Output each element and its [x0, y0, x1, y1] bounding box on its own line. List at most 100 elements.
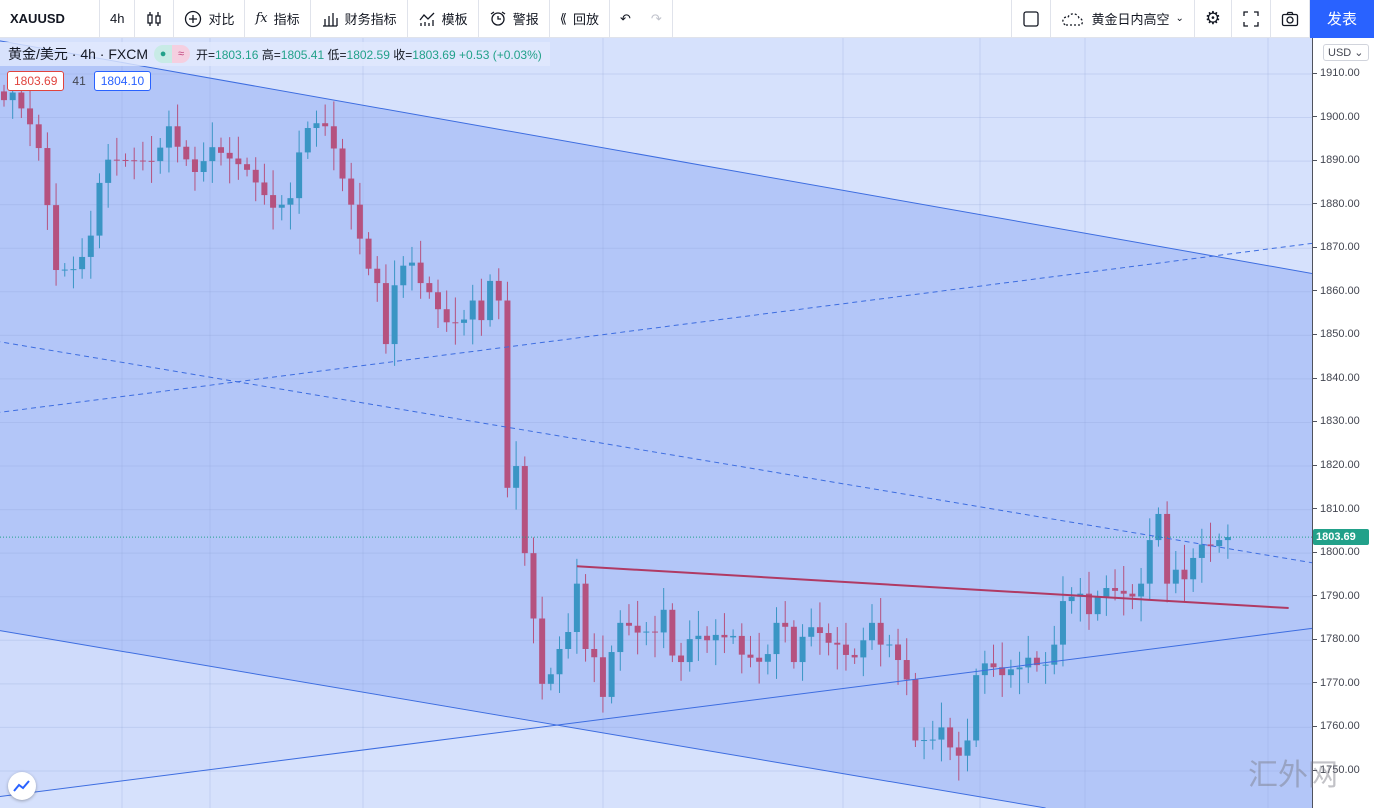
candle-body — [816, 627, 823, 634]
rewind-icon: ⟪ — [559, 10, 567, 26]
redo-button[interactable]: ↷ — [641, 0, 673, 38]
candle-body — [860, 640, 867, 658]
candle-body — [799, 636, 806, 663]
candle-body — [139, 160, 146, 162]
candle-body — [53, 205, 60, 271]
alert-button[interactable]: 警报 — [479, 0, 550, 38]
symbol-search-button[interactable]: XAUUSD — [0, 0, 100, 38]
candle-body — [929, 739, 936, 741]
candle-body — [261, 182, 268, 196]
high-label: 高= — [261, 47, 281, 62]
interval-button[interactable]: 4h — [100, 0, 136, 38]
candle-body — [382, 283, 389, 345]
fullscreen-button[interactable] — [1232, 0, 1271, 38]
candle-body — [1207, 544, 1214, 547]
candle-body — [747, 654, 754, 658]
candle-body — [643, 631, 650, 633]
candle-body — [573, 583, 580, 633]
candle-body — [704, 635, 711, 641]
undo-button[interactable]: ↶ — [610, 0, 641, 38]
financials-button[interactable]: 财务指标 — [311, 0, 408, 38]
price-tick: 1880.00 — [1313, 198, 1360, 210]
financials-label: 财务指标 — [344, 12, 397, 27]
currency-label: USD — [1328, 47, 1352, 59]
candle-body — [148, 160, 155, 162]
status-pill[interactable]: ● ≈ — [154, 45, 191, 63]
candle-body — [322, 123, 329, 127]
candle-body — [851, 654, 858, 658]
tradingview-logo[interactable] — [8, 772, 36, 800]
candle-body — [686, 639, 693, 663]
candle-body — [660, 609, 667, 633]
logo-icon — [13, 780, 30, 792]
camera-icon — [1281, 11, 1299, 26]
low-label: 低= — [327, 47, 347, 62]
snapshot-button[interactable] — [1271, 0, 1310, 38]
candle-body — [955, 747, 962, 756]
candle-body — [877, 622, 884, 645]
candle-body — [556, 648, 563, 675]
publish-button[interactable]: 发表 — [1310, 0, 1374, 38]
candle-body — [408, 262, 415, 266]
templates-button[interactable]: 模板 — [408, 0, 479, 38]
candle-body — [773, 622, 780, 655]
bar-chart-icon — [322, 12, 338, 27]
candle-body — [374, 268, 381, 284]
spread-value: 41 — [72, 74, 86, 88]
candle-body — [625, 622, 632, 626]
candle-body — [330, 126, 337, 149]
top-toolbar: XAUUSD 4h 对比 fx 指标 财务指标 模板 警报 ⟪ 回放 ↶ ↷ 黄金日… — [0, 0, 1374, 38]
candle-body — [296, 152, 303, 199]
candle-body — [947, 727, 954, 748]
candle-body — [617, 622, 624, 653]
candle-body — [1146, 540, 1153, 584]
open-label: 开= — [196, 47, 216, 62]
candle-body — [756, 657, 763, 662]
market-open-icon: ● — [154, 45, 173, 63]
layout-toggle-button[interactable] — [1012, 0, 1052, 38]
sell-price-button[interactable]: 1803.69 — [7, 71, 65, 91]
currency-selector[interactable]: USD ⌄ — [1323, 44, 1369, 61]
candle-body — [790, 626, 797, 663]
candle-body — [235, 158, 242, 165]
indicators-button[interactable]: fx 指标 — [245, 0, 311, 38]
settings-button[interactable]: ⚙ — [1195, 0, 1232, 38]
candle-body — [200, 161, 207, 173]
channel-lower-line — [0, 630, 1046, 808]
candle-body — [1033, 657, 1040, 666]
candle-body — [921, 740, 928, 742]
chart-type-button[interactable] — [135, 0, 175, 38]
redo-icon: ↷ — [650, 10, 662, 26]
candle-body — [183, 146, 190, 160]
candle-body — [1190, 557, 1197, 580]
candle-body — [608, 652, 615, 697]
replay-button[interactable]: ⟪ 回放 — [550, 0, 610, 38]
candle-body — [495, 280, 502, 301]
candle-body — [391, 285, 398, 345]
candle-body — [1216, 540, 1223, 547]
candle-body — [1181, 569, 1188, 580]
candle-body — [825, 633, 832, 643]
candle-body — [938, 727, 945, 740]
candle-body — [990, 663, 997, 668]
price-axis[interactable]: USD ⌄ 1910.00 1900.00 1890.00 1880.00 1870.0… — [1312, 38, 1374, 808]
low-value: 1802.59 — [346, 47, 390, 62]
buy-price-button[interactable]: 1804.10 — [93, 71, 152, 91]
candle-body — [1042, 664, 1049, 666]
price-tick: 1850.00 — [1313, 328, 1360, 340]
candle-body — [131, 160, 138, 162]
candle-body — [1155, 513, 1162, 541]
compare-button[interactable]: 对比 — [174, 0, 246, 38]
candle-body — [417, 262, 424, 284]
candle-body — [1103, 588, 1110, 598]
candle-body — [44, 148, 51, 206]
price-chart[interactable] — [0, 38, 1312, 808]
templates-label: 模板 — [441, 12, 468, 27]
candle-body — [591, 648, 598, 658]
candle-body — [244, 164, 251, 170]
layout-name-dropdown[interactable]: 黄金日内高空 ⌄ — [1051, 0, 1195, 38]
price-tick: 1770.00 — [1313, 677, 1360, 689]
price-tick: 1870.00 — [1313, 241, 1360, 253]
candle-body — [105, 159, 112, 183]
chevron-down-icon: ⌄ — [1175, 13, 1184, 24]
